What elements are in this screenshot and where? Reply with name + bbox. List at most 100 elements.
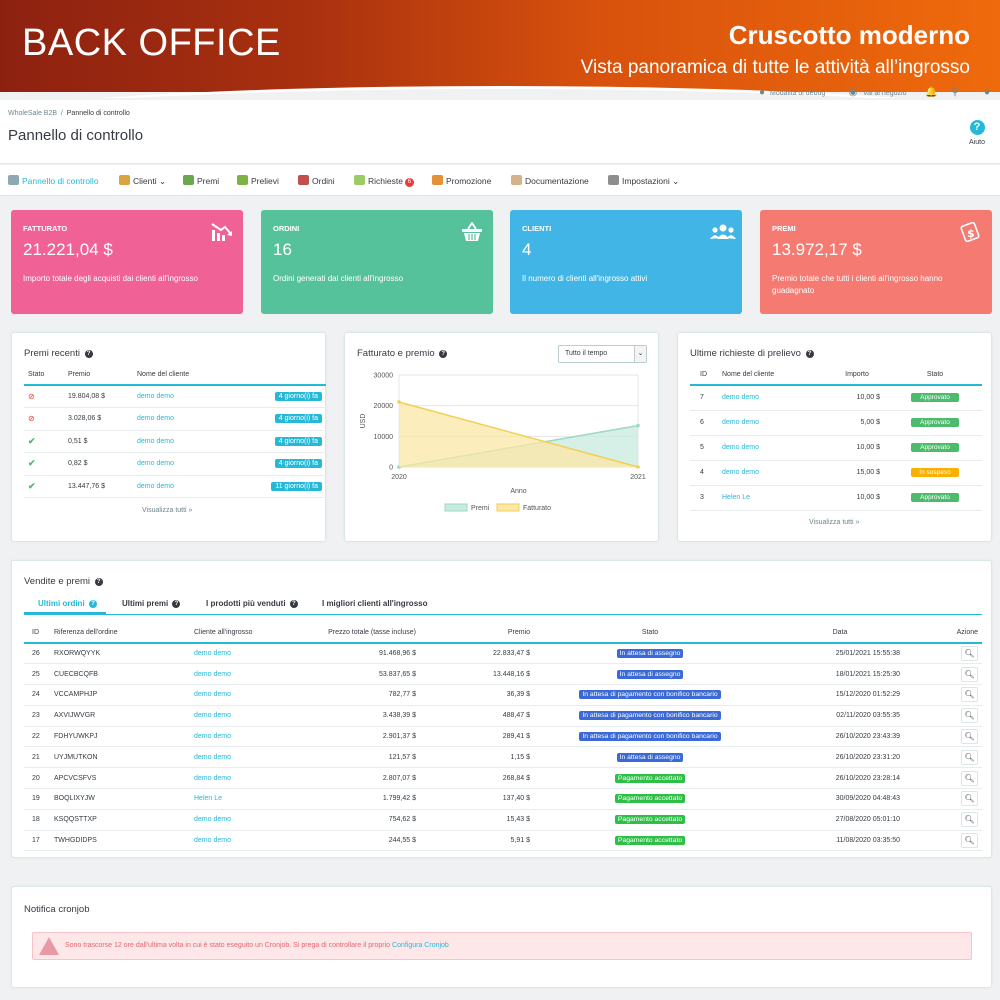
- order-status-badge: In attesa di pagamento con bonifico banc…: [579, 732, 721, 742]
- customer-link[interactable]: demo demo: [722, 394, 759, 402]
- tab-best-sellers[interactable]: I prodotti più venduti ?: [206, 599, 298, 608]
- customer-link[interactable]: demo demo: [722, 419, 759, 426]
- view-order-button[interactable]: 🔍︎: [961, 833, 978, 849]
- customer-link[interactable]: demo demo: [722, 444, 759, 451]
- nav-rewards[interactable]: Premi: [183, 175, 219, 186]
- user-avatar-icon[interactable]: ●: [983, 87, 991, 98]
- chevron-down-icon: ⌄: [634, 346, 646, 362]
- customer-link[interactable]: demo demo: [194, 733, 231, 741]
- breadcrumb-parent-link[interactable]: WholeSale B2B: [8, 110, 58, 117]
- order-reference: APCVCSFVS: [44, 767, 184, 790]
- table-row: 19 BOQLIXYJW Helen Le 1.799,42 $137,40 $ Pag…: [24, 788, 982, 810]
- customer-link[interactable]: demo demo: [137, 437, 174, 445]
- period-select[interactable]: Tutto il tempo ⌄: [558, 345, 647, 363]
- customer-link[interactable]: demo demo: [137, 393, 174, 400]
- help-button[interactable]: ? Aiuto: [962, 120, 992, 146]
- dashboard-icon: [8, 175, 19, 185]
- order-total: 53.837,65 $: [324, 663, 416, 686]
- customer-link[interactable]: demo demo: [137, 415, 174, 423]
- view-shop-link[interactable]: Vai al negozio: [863, 90, 907, 97]
- question-icon[interactable]: ?: [439, 350, 448, 358]
- customer-link[interactable]: demo demo: [722, 469, 759, 476]
- x-axis-label: Anno: [510, 488, 526, 495]
- customer-link[interactable]: demo demo: [194, 712, 231, 720]
- nav-requests[interactable]: Richieste 6: [354, 175, 414, 187]
- kpi-description: Premio totale che tutti i clienti all'in…: [772, 274, 943, 295]
- question-icon[interactable]: ?: [84, 350, 93, 358]
- customer-link[interactable]: demo demo: [194, 816, 231, 824]
- customer-link[interactable]: demo demo: [194, 837, 231, 845]
- withdrawal-amount: 15,00 $: [826, 460, 884, 486]
- order-reward: 22.833,47 $: [416, 643, 530, 665]
- customer-link[interactable]: demo demo: [194, 774, 231, 782]
- customer-link[interactable]: demo demo: [194, 691, 231, 699]
- withdrawals-icon: [237, 175, 248, 185]
- view-order-button[interactable]: 🔍︎: [961, 791, 978, 807]
- configure-cronjob-link[interactable]: Configura Cronjob: [392, 942, 449, 949]
- order-reference: VCCAMPHJP: [44, 684, 184, 706]
- data-point: [397, 400, 401, 404]
- bell-icon[interactable]: 🔔: [925, 87, 938, 98]
- order-id: 23: [24, 705, 44, 727]
- order-reward: 5,91 $: [416, 830, 530, 852]
- customer-link[interactable]: demo demo: [194, 650, 231, 658]
- table-row: 4 demo demo 15,00 $ In sospeso: [690, 460, 982, 486]
- kpi-description: Ordini generati dai clienti all'ingrosso: [273, 274, 404, 283]
- order-date: 26/10/2020 23:28:14: [770, 767, 910, 790]
- tab-latest-rewards[interactable]: Ultimi premi ?: [122, 599, 181, 608]
- customer-link[interactable]: Helen Le: [722, 494, 751, 501]
- customer-link[interactable]: demo demo: [137, 460, 174, 468]
- money-icon: $: [960, 221, 982, 243]
- legend-label: Fatturato: [523, 505, 551, 512]
- view-order-button[interactable]: 🔍︎: [961, 770, 978, 786]
- order-status-badge: In attesa di assegno: [616, 669, 684, 679]
- y-axis-label: USD: [360, 414, 367, 429]
- nav-orders[interactable]: Ordini: [298, 175, 335, 186]
- order-total: 1.799,42 $: [324, 788, 416, 810]
- withdrawal-amount: 10,00 $: [826, 385, 884, 411]
- reward-amount: 13.447,76 $: [64, 475, 133, 498]
- help-label: Aiuto: [969, 139, 985, 146]
- notification-icon[interactable]: ⚲: [951, 87, 959, 98]
- breadcrumb-separator: /: [60, 110, 63, 117]
- settings-icon: [608, 175, 619, 185]
- withdrawals-table: ID Nome del cliente Importo Stato 7 demo…: [690, 365, 982, 511]
- table-row: 17 TWHGDIDPS demo demo 244,55 $5,91 $ Pagame…: [24, 830, 982, 852]
- column-header: Nome del cliente: [718, 365, 826, 386]
- view-all-rewards-link[interactable]: Visualizza tutti »: [142, 507, 193, 514]
- view-order-button[interactable]: 🔍︎: [961, 749, 978, 765]
- customer-link[interactable]: demo demo: [137, 482, 174, 490]
- y-tick-label: 20000: [374, 403, 394, 410]
- status-badge: Approvato: [911, 418, 959, 427]
- nav-settings[interactable]: Impostazioni ⌄: [608, 175, 679, 187]
- tab-latest-orders[interactable]: Ultimi ordini ?: [38, 599, 97, 608]
- question-icon[interactable]: ?: [805, 350, 814, 358]
- order-total: 782,77 $: [324, 684, 416, 706]
- panel-title: Vendite e premi ?: [24, 576, 103, 587]
- table-row: ✔ 0,82 $ demo demo 4 giorno(i) fa: [24, 452, 326, 476]
- view-order-button[interactable]: 🔍︎: [961, 812, 978, 828]
- customer-link[interactable]: demo demo: [194, 670, 231, 678]
- nav-customers[interactable]: Clienti ⌄: [119, 175, 166, 187]
- nav-withdrawals[interactable]: Prelievi: [237, 175, 279, 186]
- nav-promotion[interactable]: Promozione: [432, 175, 491, 186]
- order-id: 25: [24, 663, 44, 686]
- view-all-withdrawals-link[interactable]: Visualizza tutti »: [809, 519, 860, 526]
- debug-mode-link[interactable]: Modalità di debug: [770, 90, 826, 97]
- nav-documentation[interactable]: Documentazione: [511, 175, 589, 186]
- tab-best-customers[interactable]: I migliori clienti all'ingrosso: [322, 599, 428, 608]
- customer-link[interactable]: demo demo: [194, 753, 231, 761]
- nav-dashboard[interactable]: Pannello di controllo: [8, 175, 99, 186]
- view-order-button[interactable]: 🔍︎: [961, 729, 978, 745]
- view-order-button[interactable]: 🔍︎: [961, 646, 978, 662]
- panel-title: Fatturato e premio ?: [357, 348, 448, 359]
- order-date: 02/11/2020 03:55:35: [770, 705, 910, 727]
- kpi-title: PREMI: [772, 224, 796, 233]
- view-order-button[interactable]: 🔍︎: [961, 687, 978, 703]
- customer-link[interactable]: Helen Le: [194, 795, 223, 803]
- order-reference: FDHYUWKPJ: [44, 726, 184, 748]
- view-order-button[interactable]: 🔍︎: [961, 708, 978, 724]
- view-order-button[interactable]: 🔍︎: [961, 666, 978, 682]
- orders-icon: [298, 175, 309, 185]
- question-icon[interactable]: ?: [94, 578, 103, 586]
